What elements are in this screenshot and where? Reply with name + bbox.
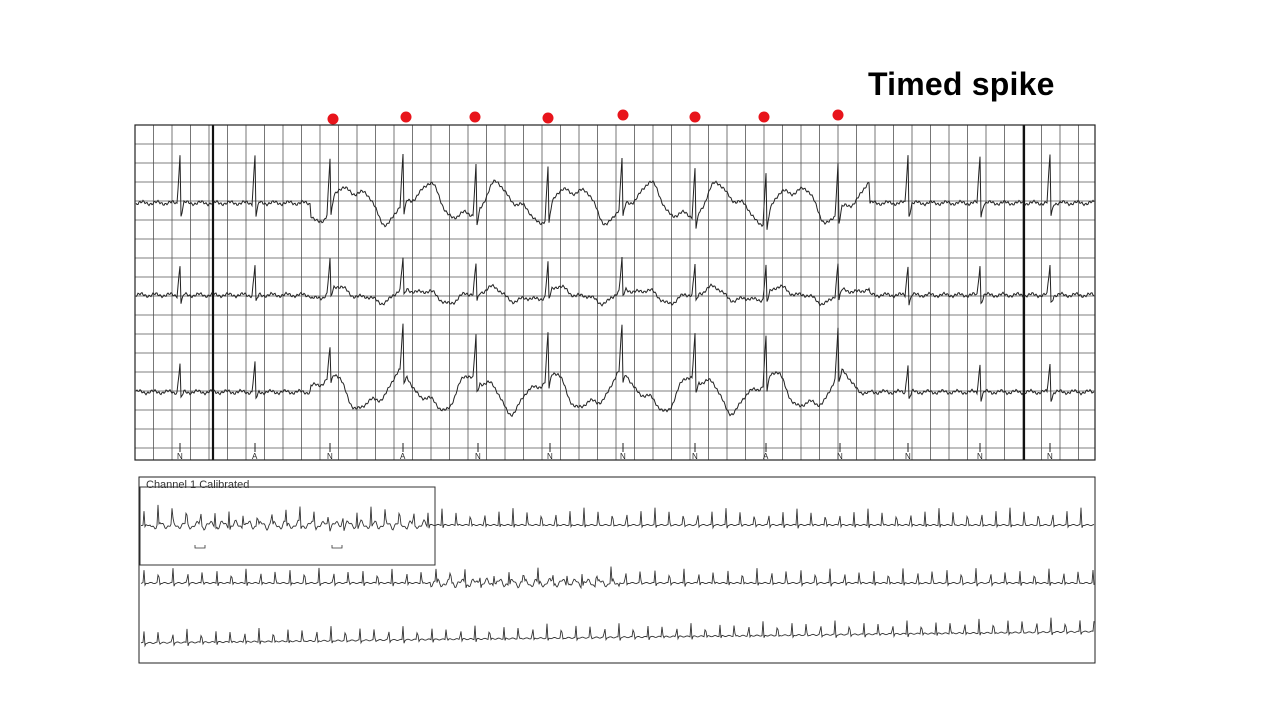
- ecg-trace-channel: [135, 323, 1095, 418]
- beat-annotation-label: A: [763, 452, 769, 461]
- beat-annotation-label: N: [475, 452, 481, 461]
- timed-spike-marker: [832, 109, 844, 121]
- beat-annotation-label: N: [1047, 452, 1053, 461]
- timed-spike-marker: [542, 112, 554, 124]
- timed-spike-marker: [400, 111, 412, 123]
- beat-annotation-label: N: [692, 452, 698, 461]
- beat-annotation-label: A: [400, 452, 406, 461]
- timed-spike-marker: [689, 111, 701, 123]
- timed-spike-marker: [327, 113, 339, 125]
- timed-spike-marker: [758, 111, 770, 123]
- timed-spike-markers: [327, 109, 844, 125]
- beat-annotation-label: A: [252, 452, 258, 461]
- beat-annotation-label: N: [620, 452, 626, 461]
- slide-title: Timed spike: [868, 66, 1055, 102]
- ecg-trace-channel: [135, 256, 1095, 307]
- timed-spike-marker: [617, 109, 629, 121]
- ecg-trace-channel: [135, 153, 1095, 230]
- beat-annotation-label: N: [905, 452, 911, 461]
- beat-annotation-label: N: [837, 452, 843, 461]
- ecg-strip-top-border: [134, 124, 1096, 461]
- timed-spike-marker: [469, 111, 481, 123]
- beat-annotation-label: N: [177, 452, 183, 461]
- beat-annotation-label: N: [327, 452, 333, 461]
- beat-annotation-label: N: [977, 452, 983, 461]
- ecg-grid: [134, 124, 1095, 460]
- ecg-traces: [135, 153, 1095, 418]
- beat-annotation-label: N: [547, 452, 553, 461]
- calibration-label: Channel 1 Calibrated: [146, 479, 250, 491]
